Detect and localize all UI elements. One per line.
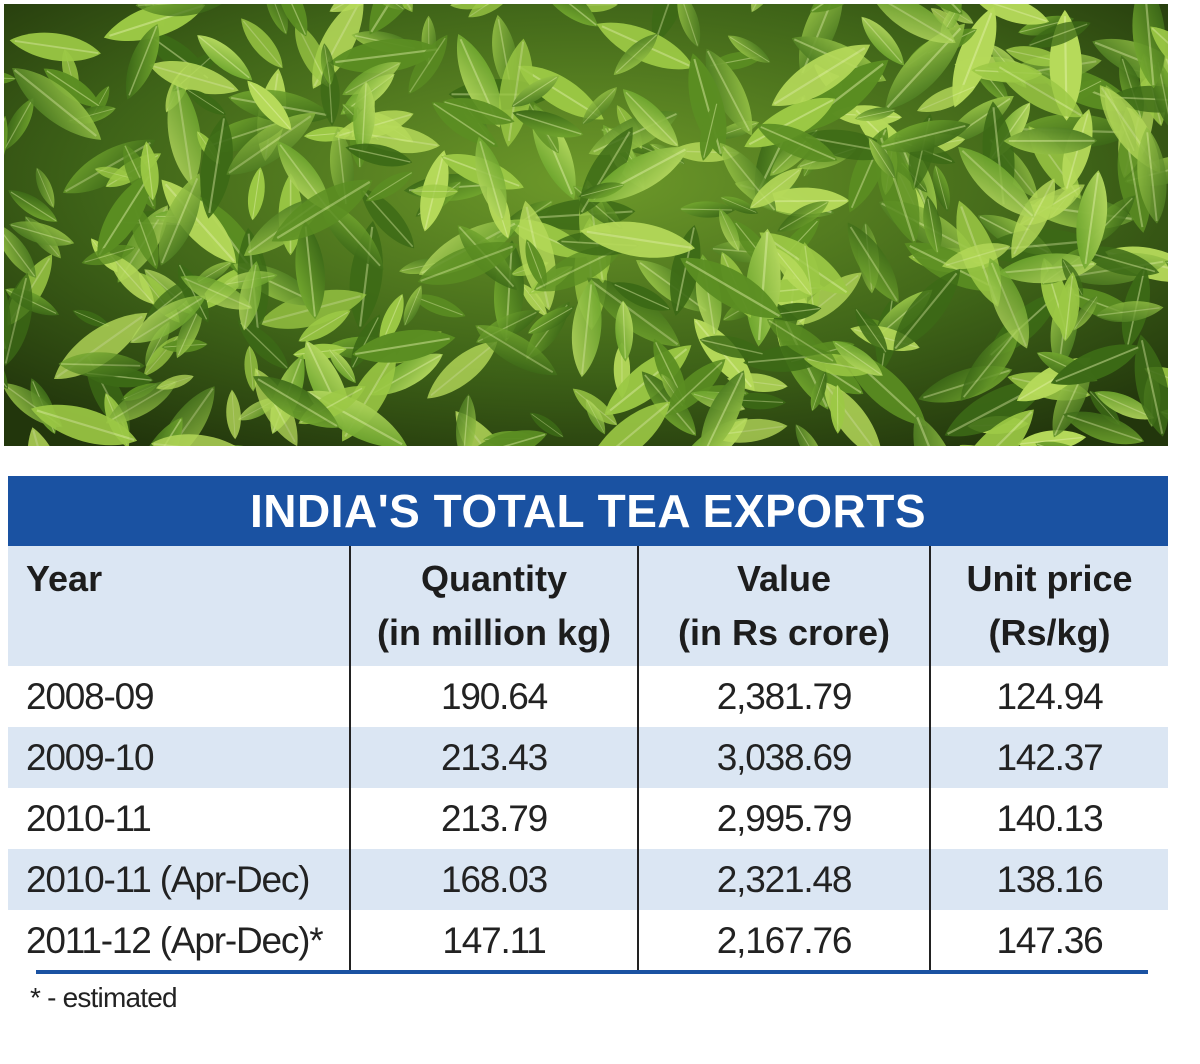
- column-header-quantity-label: Quantity: [420, 558, 567, 599]
- cell-value: 2,167.76: [637, 910, 930, 971]
- table-header-row: Year Quantity (in million kg) Value (in …: [8, 546, 1168, 666]
- column-header-unit-price-unit: (Rs/kg): [988, 612, 1111, 653]
- column-header-year-label: Year: [26, 558, 103, 599]
- column-header-unit-price-label: Unit price: [966, 558, 1133, 599]
- column-header-unit-price: Unit price (Rs/kg): [929, 546, 1168, 666]
- cell-unit-price: 140.13: [929, 788, 1168, 849]
- cell-unit-price: 147.36: [929, 910, 1168, 971]
- cell-quantity: 190.64: [349, 666, 638, 727]
- cell-value: 3,038.69: [637, 727, 930, 788]
- cell-value: 2,321.48: [637, 849, 930, 910]
- table-row: 2010-11 (Apr-Dec) 168.03 2,321.48 138.16: [8, 849, 1168, 910]
- tea-exports-table-panel: INDIA'S TOTAL TEA EXPORTS Year Quantity …: [8, 476, 1168, 971]
- table-bottom-rule: [36, 970, 1148, 974]
- table-row: 2009-10 213.43 3,038.69 142.37: [8, 727, 1168, 788]
- column-header-value-unit: (in Rs crore): [677, 612, 891, 653]
- cell-quantity: 168.03: [349, 849, 638, 910]
- tea-exports-table: Year Quantity (in million kg) Value (in …: [8, 546, 1168, 971]
- cell-unit-price: 138.16: [929, 849, 1168, 910]
- cell-value: 2,995.79: [637, 788, 930, 849]
- footnote: * - estimated: [30, 982, 178, 1013]
- table-row: 2011-12 (Apr-Dec)* 147.11 2,167.76 147.3…: [8, 910, 1168, 971]
- column-header-year: Year: [8, 546, 350, 666]
- column-header-value: Value (in Rs crore): [637, 546, 930, 666]
- tea-leaves-icon: [4, 4, 1168, 446]
- cell-quantity: 213.79: [349, 788, 638, 849]
- cell-unit-price: 124.94: [929, 666, 1168, 727]
- cell-value: 2,381.79: [637, 666, 930, 727]
- cell-year: 2011-12 (Apr-Dec)*: [8, 910, 350, 971]
- table-title: INDIA'S TOTAL TEA EXPORTS: [8, 476, 1168, 546]
- column-header-quantity: Quantity (in million kg): [349, 546, 638, 666]
- cell-unit-price: 142.37: [929, 727, 1168, 788]
- cell-quantity: 213.43: [349, 727, 638, 788]
- cell-year: 2008-09: [8, 666, 350, 727]
- cell-year: 2010-11: [8, 788, 350, 849]
- column-header-value-label: Value: [736, 558, 832, 599]
- tea-leaves-photo: [4, 4, 1168, 446]
- cell-year: 2010-11 (Apr-Dec): [8, 849, 350, 910]
- table-row: 2010-11 213.79 2,995.79 140.13: [8, 788, 1168, 849]
- cell-year: 2009-10: [8, 727, 350, 788]
- column-header-quantity-unit: (in million kg): [377, 612, 611, 653]
- table-row: 2008-09 190.64 2,381.79 124.94: [8, 666, 1168, 727]
- cell-quantity: 147.11: [349, 910, 638, 971]
